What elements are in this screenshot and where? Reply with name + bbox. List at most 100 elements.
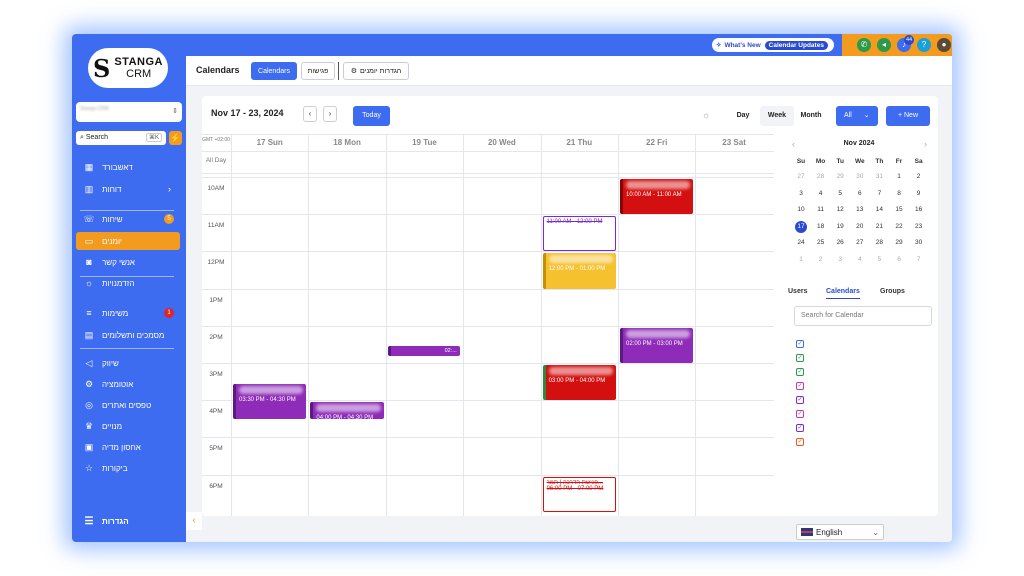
view-week-button[interactable]: Week: [760, 106, 794, 126]
mini-calendar-day[interactable]: 7: [916, 255, 921, 263]
mini-calendar-day[interactable]: 6: [857, 189, 862, 197]
mini-calendar-day[interactable]: 19: [836, 222, 844, 230]
sidebar-item-grid[interactable]: ▦ דאשבורד: [76, 158, 180, 176]
tab-calendars-panel[interactable]: Calendars: [826, 288, 860, 299]
calendar-event[interactable]: 03:30 PM - 04:30 PM: [233, 383, 307, 419]
tab-calendars[interactable]: Calendars: [251, 62, 297, 80]
mini-calendar-day[interactable]: 8: [897, 189, 901, 197]
calendar-event[interactable]: 03:00 PM - 04:00 PM: [542, 365, 616, 401]
calendar-checkbox[interactable]: ✓: [796, 354, 804, 362]
calendar-search-input[interactable]: Search for Calendar: [794, 306, 932, 326]
calendar-checkbox[interactable]: ✓: [796, 410, 804, 418]
mini-calendar-day[interactable]: 14: [875, 206, 883, 213]
mini-calendar-day[interactable]: 6: [897, 255, 901, 263]
mini-calendar-day[interactable]: 20: [856, 222, 864, 230]
mini-calendar-day[interactable]: 26: [836, 239, 844, 246]
calendar-checkbox[interactable]: ✓: [796, 424, 804, 432]
mini-calendar-day[interactable]: 1: [799, 255, 803, 263]
mini-next-month-icon[interactable]: ›: [924, 139, 927, 149]
mini-calendar-day[interactable]: 16: [914, 206, 923, 213]
mini-calendar-day[interactable]: 29: [895, 239, 903, 246]
mini-calendar-day[interactable]: 12: [836, 206, 844, 213]
sidebar-item-megaphone[interactable]: ◁ שיווק: [76, 354, 180, 372]
lightbulb-icon[interactable]: ☼: [702, 110, 711, 120]
mini-calendar-day[interactable]: 27: [856, 239, 864, 246]
sidebar-item-calendar[interactable]: ▭ יומנים: [76, 232, 180, 250]
sidebar-item-chat[interactable]: ☏ שיחות 5: [76, 210, 180, 228]
calendar-event[interactable]: 02:00 PM - 03:00 PM: [620, 327, 694, 363]
filter-dropdown[interactable]: All ⌄: [836, 106, 878, 126]
phone-icon[interactable]: ✆: [857, 38, 871, 52]
mini-calendar-day[interactable]: 22: [895, 222, 903, 230]
mini-calendar-day[interactable]: 25: [816, 239, 825, 246]
sidebar-item-automation[interactable]: ⚙ אוטומציה: [76, 375, 180, 393]
calendar-event[interactable]: פגישת הדרכה | תמר... 06:00 PM - 07:00 PM: [542, 476, 616, 512]
calendar-checkbox[interactable]: ✓: [796, 368, 804, 376]
mini-calendar-day[interactable]: 3: [838, 255, 842, 263]
mini-calendar-day[interactable]: 17: [795, 220, 807, 233]
calendar-checkbox[interactable]: ✓: [796, 382, 804, 390]
mini-calendar-day[interactable]: 15: [895, 206, 903, 213]
mini-calendar-day[interactable]: 9: [916, 189, 921, 197]
sidebar-item-star[interactable]: ☆ ביקורות: [76, 459, 180, 477]
mini-calendar-day[interactable]: 4: [857, 255, 862, 263]
view-month-button[interactable]: Month: [800, 112, 822, 119]
mini-calendar-day[interactable]: 5: [838, 189, 842, 197]
mini-calendar-day[interactable]: 28: [875, 239, 883, 246]
language-select[interactable]: English ⌄: [796, 524, 884, 540]
mini-calendar-day[interactable]: 29: [836, 173, 844, 180]
mini-calendar-day[interactable]: 3: [799, 189, 803, 197]
mini-calendar-day[interactable]: 30: [914, 239, 923, 246]
mini-calendar-day[interactable]: 24: [797, 239, 805, 246]
lightning-icon[interactable]: ⚡: [169, 131, 182, 145]
mini-calendar-day[interactable]: 11: [817, 206, 824, 213]
calendar-checkbox[interactable]: ✓: [796, 438, 804, 446]
sidebar-item-settings[interactable]: ☰ הגדרות: [76, 512, 180, 530]
mini-calendar-day[interactable]: 4: [818, 189, 823, 197]
sidebar-item-archive[interactable]: ▣ אחסון מדיה: [76, 438, 180, 456]
mini-calendar-day[interactable]: 27: [797, 173, 805, 180]
avatar[interactable]: ●: [937, 38, 951, 52]
logo[interactable]: S STANGA CRM: [88, 48, 168, 88]
calendar-event[interactable]: 10:00 AM - 11:00 AM: [620, 179, 694, 215]
mini-calendar-day[interactable]: 28: [816, 173, 825, 180]
calendar-updates-pill[interactable]: Calendar Updates: [764, 40, 828, 50]
sidebar-item-bar-chart[interactable]: ▥ דוחות ›: [76, 180, 180, 198]
whats-new-button[interactable]: ✧ What's New Calendar Updates: [712, 38, 834, 52]
mini-calendar-day[interactable]: 1: [897, 173, 901, 180]
help-icon[interactable]: ?: [917, 38, 931, 52]
mini-calendar-day[interactable]: 23: [914, 222, 923, 230]
calendar-event[interactable]: 02:...: [387, 346, 460, 357]
mini-calendar-day[interactable]: 30: [856, 173, 864, 180]
sidebar-item-globe[interactable]: ◎ טפסים ואתרים: [76, 396, 180, 414]
calendar-checkbox[interactable]: ✓: [796, 396, 804, 404]
mini-calendar-day[interactable]: 21: [875, 222, 883, 230]
mini-calendar-day[interactable]: 7: [877, 189, 882, 197]
account-selector[interactable]: Stanga CRM ⇕: [76, 102, 182, 122]
tab-users[interactable]: Users: [788, 288, 808, 295]
next-week-button[interactable]: ›: [323, 106, 337, 122]
mini-prev-month-icon[interactable]: ‹: [792, 139, 795, 149]
sidebar-item-contact[interactable]: ◙ אנשי קשר: [76, 253, 180, 271]
calendar-event[interactable]: 12:00 PM - 01:00 PM: [542, 253, 616, 289]
calendar-event[interactable]: 11:00 AM - 12:00 PM: [542, 216, 616, 252]
mini-calendar-day[interactable]: 18: [816, 222, 825, 230]
new-event-button[interactable]: + New: [886, 106, 930, 126]
calendar-settings-button[interactable]: ⚙ הגדרות יומנים: [343, 62, 409, 80]
tab-groups[interactable]: Groups: [880, 288, 905, 295]
mini-calendar-day[interactable]: 2: [916, 173, 921, 180]
megaphone-icon[interactable]: ◂: [877, 38, 891, 52]
sidebar-item-lightbulb[interactable]: ☼ הזדמנויות: [76, 274, 180, 292]
today-button[interactable]: Today: [353, 106, 390, 126]
mini-calendar-day[interactable]: 10: [797, 206, 805, 213]
mini-calendar-day[interactable]: 5: [877, 255, 882, 263]
calendar-event[interactable]: 04:00 PM - 04:30 PM: [310, 402, 384, 419]
collapse-sidebar-icon[interactable]: ‹: [186, 512, 202, 530]
sidebar-item-document[interactable]: ▤ מסמכים ותשלומים: [76, 326, 180, 344]
sidebar-search[interactable]: ⌕ Search ⌘K: [76, 131, 166, 145]
calendar-checkbox[interactable]: ✓: [796, 340, 804, 348]
tab-meetings[interactable]: פגישות: [301, 62, 335, 80]
view-day-button[interactable]: Day: [736, 112, 750, 119]
sidebar-item-crown[interactable]: ♛ מנויים: [76, 417, 180, 435]
mini-calendar-day[interactable]: 2: [818, 255, 823, 263]
